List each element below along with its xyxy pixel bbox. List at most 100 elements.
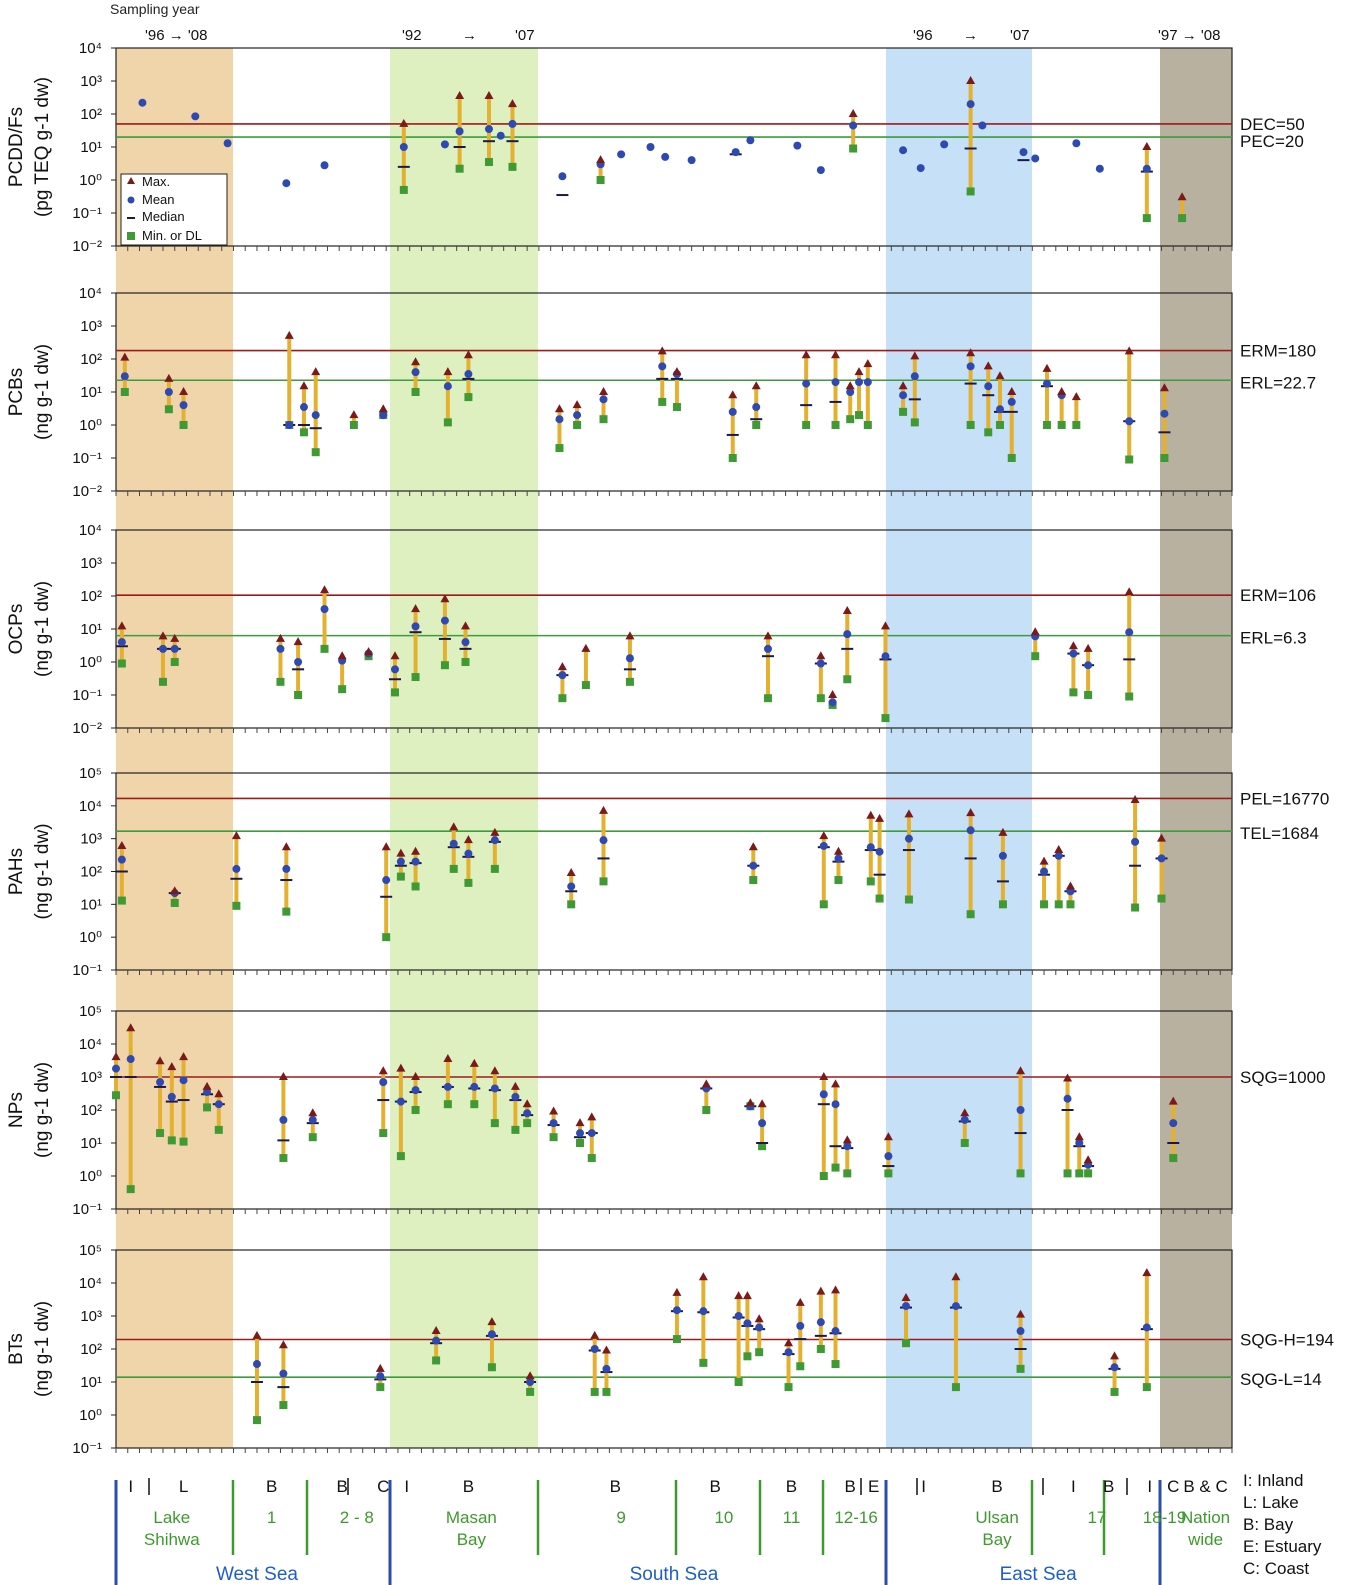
mean-marker: [567, 882, 576, 891]
max-marker: [554, 404, 564, 413]
max-marker: [349, 410, 359, 419]
min-marker: [461, 658, 470, 666]
max-marker: [1124, 587, 1134, 596]
mean-marker: [831, 1100, 840, 1109]
min-marker: [573, 421, 582, 429]
y-tick-label: 10²: [80, 351, 102, 368]
max-marker: [816, 1286, 826, 1295]
min-marker: [299, 428, 308, 437]
mean-marker: [849, 121, 858, 130]
max-marker: [590, 1330, 600, 1339]
group-name: 11: [783, 1508, 801, 1527]
mean-marker: [966, 826, 975, 835]
min-marker: [338, 685, 347, 694]
mean-marker: [866, 843, 875, 852]
min-marker: [590, 1387, 599, 1396]
max-marker: [1057, 387, 1067, 395]
min-marker: [576, 1139, 585, 1147]
max-marker: [672, 367, 682, 376]
max-marker: [396, 1063, 406, 1072]
y-tick-label: 10⁵: [79, 765, 102, 782]
min-marker: [203, 1103, 212, 1112]
max-marker: [411, 357, 421, 366]
max-marker: [880, 621, 890, 630]
max-marker: [842, 1135, 852, 1144]
panel-pcdd: 10⁻² 10⁻¹ 10⁰ 10¹ 10² 10³ 10⁴ PCDD/Fs (pg TEQ g-…: [6, 40, 1305, 255]
min-marker: [443, 1100, 452, 1109]
guideline-high-label: ERM=106: [1240, 586, 1316, 605]
max-marker: [284, 330, 294, 339]
min-marker: [1040, 900, 1049, 909]
max-marker: [1110, 1351, 1120, 1360]
year-label-nationwide: '97 → '08: [1158, 27, 1220, 44]
y-tick-label: 10³: [80, 318, 102, 335]
mean-marker: [232, 864, 241, 873]
max-marker: [1016, 1066, 1026, 1075]
group-name: wide: [1187, 1530, 1223, 1549]
max-marker: [411, 604, 421, 613]
mean-marker: [179, 1076, 188, 1085]
y-tick-label: 10¹: [80, 1374, 102, 1391]
guideline-high-label: DEC=50: [1240, 115, 1305, 134]
y-tick-label: 10⁴: [79, 1275, 102, 1292]
y-tick-label: 10⁰: [79, 1168, 102, 1185]
max-marker: [308, 1108, 318, 1117]
max-marker: [995, 371, 1005, 380]
min-marker: [1142, 1383, 1151, 1392]
min-marker: [966, 421, 975, 429]
mean-marker: [432, 1336, 441, 1345]
max-marker: [816, 651, 826, 660]
mean-marker: [311, 411, 320, 420]
max-marker: [281, 842, 291, 851]
mean-marker: [625, 654, 634, 663]
max-marker: [469, 1058, 479, 1067]
max-marker: [440, 594, 450, 603]
mean-marker: [379, 411, 388, 420]
mean-marker: [617, 150, 626, 159]
min-marker: [308, 1133, 317, 1142]
max-marker: [1016, 1309, 1026, 1318]
y-axis-unit: (ng g-1 dw): [32, 1301, 53, 1397]
mean-marker: [396, 857, 405, 866]
min-marker: [966, 910, 975, 919]
min-marker: [112, 1091, 120, 1100]
max-marker: [299, 381, 309, 390]
min-marker: [752, 421, 761, 429]
max-marker: [155, 1056, 165, 1065]
max-marker: [1065, 881, 1075, 890]
max-marker: [951, 1272, 961, 1281]
max-marker: [601, 1345, 611, 1354]
min-marker: [411, 673, 420, 682]
min-marker: [910, 418, 919, 427]
max-marker: [460, 621, 470, 630]
y-tick-label: 10⁴: [79, 285, 102, 302]
mean-marker: [576, 1129, 585, 1138]
y-tick-label: 10⁴: [79, 522, 102, 539]
group-name: Bay: [982, 1530, 1012, 1549]
mean-marker: [382, 876, 391, 885]
min-marker: [1131, 903, 1140, 912]
y-tick-label: 10²: [80, 106, 102, 123]
mean-marker: [910, 372, 919, 381]
group-code: B: [266, 1477, 277, 1496]
mean-marker: [984, 382, 993, 391]
max-marker: [364, 647, 374, 656]
key-inland: I: Inland: [1243, 1471, 1304, 1490]
group-code: B: [463, 1477, 474, 1496]
mean-marker: [1016, 1327, 1025, 1336]
max-marker: [1039, 856, 1049, 865]
min-marker: [1016, 1364, 1025, 1373]
group-code: B: [845, 1477, 856, 1496]
y-tick-label: 10⁻¹: [72, 962, 102, 979]
mean-marker: [411, 857, 420, 866]
mean-marker: [978, 121, 987, 130]
max-marker: [443, 367, 453, 376]
y-tick-label: 10³: [80, 73, 102, 90]
y-axis-unit: (ng g-1 dw): [32, 823, 53, 919]
group-name: 18-19: [1143, 1508, 1186, 1527]
mean-marker: [831, 1327, 840, 1336]
min-marker: [179, 421, 188, 429]
mean-marker: [1072, 139, 1081, 148]
min-marker: [1016, 1169, 1025, 1178]
y-tick-label: 10⁻¹: [72, 1201, 102, 1218]
